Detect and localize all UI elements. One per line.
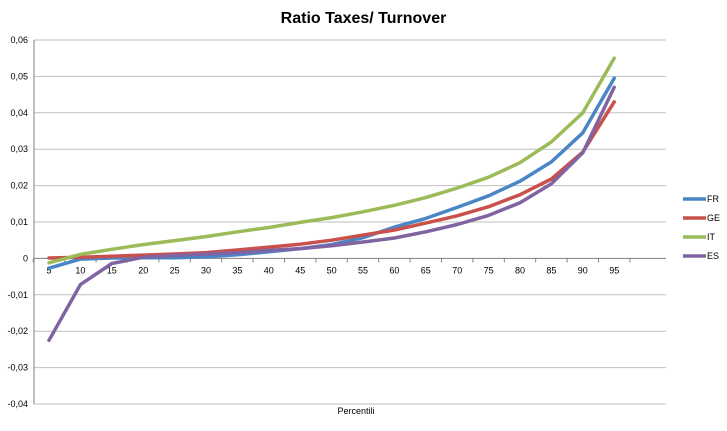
y-tick-label: 0,02 — [10, 181, 28, 191]
y-tick-label: 0,03 — [10, 144, 28, 154]
y-tick-label: -0,04 — [7, 399, 28, 409]
x-tick-label: 80 — [515, 265, 525, 275]
series-line-ge — [47, 100, 616, 260]
y-tick-label: -0,02 — [7, 326, 28, 336]
x-tick-label: 5 — [46, 265, 51, 275]
x-tick-label: 25 — [170, 265, 180, 275]
y-tick-label: 0,05 — [10, 71, 28, 81]
series-lines — [47, 56, 616, 343]
x-tick-label: 60 — [389, 265, 399, 275]
x-tick-label: 85 — [546, 265, 556, 275]
chart-title: Ratio Taxes/ Turnover — [281, 10, 447, 27]
y-tick-label: 0,06 — [10, 35, 28, 45]
x-tick-label: 90 — [578, 265, 588, 275]
x-axis-title: Percentili — [337, 406, 374, 416]
legend-label-ge: GE — [707, 213, 720, 223]
y-tick-label: 0,04 — [10, 108, 28, 118]
x-tick-label: 40 — [264, 265, 274, 275]
x-tick-label: 95 — [609, 265, 619, 275]
y-tick-label: -0,03 — [7, 363, 28, 373]
x-tick-label: 35 — [232, 265, 242, 275]
y-tick-label: 0,01 — [10, 217, 28, 227]
legend-label-es: ES — [707, 251, 719, 261]
x-tick-label: 10 — [75, 265, 85, 275]
x-tick-label: 45 — [295, 265, 305, 275]
x-tick-label: 70 — [452, 265, 462, 275]
y-tick-label: 0 — [23, 253, 28, 263]
x-tick-label: 75 — [484, 265, 494, 275]
series-line-it — [47, 56, 616, 265]
y-tick-label: -0,01 — [7, 290, 28, 300]
x-tick-label: 55 — [358, 265, 368, 275]
y-tick-labels: 0,06 0,05 0,04 0,03 0,02 0,01 0 -0,01 -0,02 -0,03… — [7, 35, 28, 409]
x-tick-labels: 5 10 15 20 25 30 35 40 45 50 55 60 65 70 75 80 85 90 95 — [46, 265, 619, 275]
x-tick-label: 30 — [201, 265, 211, 275]
x-tick-label: 20 — [138, 265, 148, 275]
x-tick-label: 65 — [421, 265, 431, 275]
legend: FR GE IT ES — [683, 194, 720, 261]
gridlines — [34, 39, 666, 405]
x-tick-label: 50 — [327, 265, 337, 275]
series-line-es — [47, 85, 616, 343]
legend-label-it: IT — [707, 232, 716, 242]
x-tick-label: 15 — [107, 265, 117, 275]
legend-label-fr: FR — [707, 194, 719, 204]
